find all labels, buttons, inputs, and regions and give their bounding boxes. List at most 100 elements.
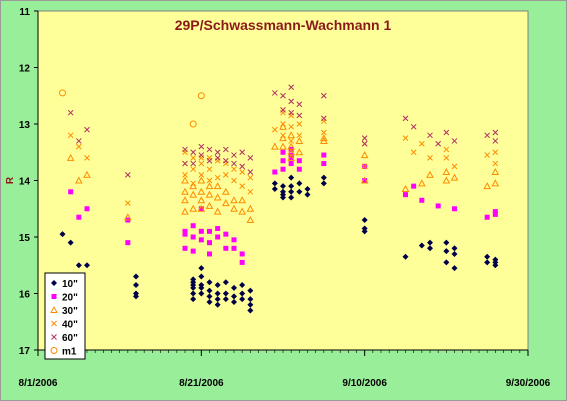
data-point [198,160,205,167]
y-tick-label: 13 [19,120,31,131]
data-point [84,206,90,212]
data-point [418,242,425,249]
data-point [410,149,417,156]
data-point [271,126,278,133]
legend-marker [50,305,58,313]
data-point [66,153,75,161]
data-point [133,273,139,280]
data-point [75,143,82,150]
data-point [247,287,254,294]
legend-box [44,272,86,360]
data-point [320,129,327,136]
data-point [295,148,304,156]
data-point [189,120,197,128]
data-point [419,197,425,203]
data-point [181,207,189,215]
data-point [320,174,327,181]
data-point [410,123,417,130]
data-point [362,178,368,183]
data-point [231,177,237,184]
data-point [287,148,296,156]
data-point [198,143,205,150]
data-point [288,161,294,167]
legend: 10" 20" 30" 40" 60" m1 [44,272,86,360]
data-point [214,301,221,308]
data-point [74,176,83,184]
data-point [231,166,237,173]
data-point [231,152,237,158]
data-point [304,185,311,192]
data-point [451,250,458,257]
data-point [125,240,131,246]
data-point [198,237,204,243]
data-point [214,155,221,161]
data-point [288,138,295,144]
data-point [418,140,425,147]
data-point [223,245,229,251]
legend-label: m1 [62,347,77,358]
data-point [492,211,498,217]
data-point [231,298,237,305]
data-point [246,204,255,212]
data-point [484,132,491,139]
y-tick-label: 15 [19,233,31,244]
data-point [296,112,303,119]
data-point [492,209,498,215]
data-point [246,216,255,224]
data-point [450,173,459,181]
data-point [67,239,74,246]
data-point [75,138,82,144]
data-point [272,169,278,175]
data-point [442,176,451,184]
data-point [427,132,433,139]
data-point [320,180,327,187]
data-point [443,146,450,153]
x-tick-label: 8/1/2006 [19,378,58,389]
data-point [182,171,188,178]
data-point [402,253,409,260]
data-point [361,163,368,170]
data-point [247,307,254,314]
data-point [427,155,433,161]
data-point [190,248,196,254]
data-point [67,109,74,116]
data-point [319,136,328,144]
data-point [206,298,213,305]
data-point [206,146,213,153]
data-point [426,170,434,178]
data-point [280,132,286,139]
data-point [239,169,246,175]
data-point [280,121,286,127]
legend-marker [51,320,57,327]
legend-marker [51,334,57,340]
data-point [247,188,254,195]
data-point [198,228,204,234]
data-point [491,167,500,176]
data-point [83,170,91,178]
data-point [222,279,229,286]
data-point [247,174,254,181]
data-point [207,240,212,246]
data-point [484,214,490,220]
series-0 [59,174,499,314]
data-point [59,231,66,238]
data-point [452,206,457,212]
data-point [133,282,139,289]
data-point [206,177,213,184]
data-point [123,213,132,221]
legend-label: 10" [62,279,78,290]
data-point [68,189,74,195]
data-point [484,152,491,158]
data-point [403,192,408,198]
data-point [443,248,450,255]
data-point [402,135,409,141]
data-point [190,296,197,303]
data-point [190,290,197,297]
data-point [182,160,188,167]
data-point [189,182,198,190]
data-point [427,245,433,252]
data-point [222,296,229,303]
data-point [247,301,254,308]
data-point [296,121,303,127]
data-point [215,234,221,240]
